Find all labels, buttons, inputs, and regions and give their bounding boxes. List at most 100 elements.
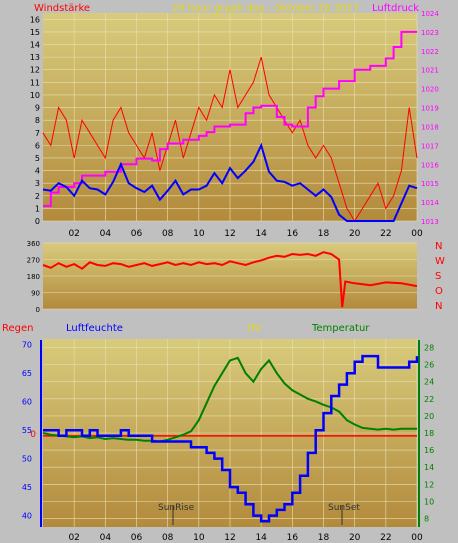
wind-tick-label: 5 xyxy=(35,154,40,163)
pressure-tick-label: 1014 xyxy=(421,199,439,207)
humidity-x-tick-label: 12 xyxy=(224,533,235,543)
temperature-tick-label: 12 xyxy=(424,480,434,489)
sunset-label: SunSet xyxy=(328,503,360,513)
pressure-tick-label: 1015 xyxy=(421,180,439,188)
humidity-tick-label: 40 xyxy=(22,512,32,521)
compass-label-o: O xyxy=(435,286,443,297)
graph-title: 24 hour graph day : Oktober 20 2017 xyxy=(172,3,359,14)
compass-label-n: N xyxy=(435,301,442,312)
humidity-x-tick-label: 06 xyxy=(131,533,143,543)
wind-direction-y-axis: 0 90 180 270 360 xyxy=(27,240,40,314)
rain-baseline-label: 0 xyxy=(30,430,36,440)
wind-pressure-gridlines xyxy=(43,13,418,222)
humidity-x-tick-label: 00 xyxy=(411,533,423,543)
temperature-label: Temperatur xyxy=(311,323,370,334)
pressure-tick-label: 1017 xyxy=(421,142,439,150)
temperature-tick-label: 18 xyxy=(424,429,434,438)
wind-x-tick-label: 10 xyxy=(193,229,205,239)
humidity-y-axis: 40 45 50 55 60 65 70 xyxy=(22,341,32,521)
humidity-x-tick-label: 14 xyxy=(255,533,267,543)
temperature-tick-label: 20 xyxy=(424,412,434,421)
wind-tick-label: 2 xyxy=(35,192,40,201)
temperature-tick-label: 22 xyxy=(424,395,434,404)
wind-x-tick-label: 00 xyxy=(411,229,423,239)
wind-x-tick-label: 14 xyxy=(255,229,267,239)
pressure-series xyxy=(43,30,417,207)
humidity-x-tick-label: 02 xyxy=(68,533,79,543)
wind-tick-label: 9 xyxy=(35,104,40,113)
wind-tick-label: 12 xyxy=(30,66,40,75)
wind-x-tick-label: 02 xyxy=(68,229,79,239)
wind-tick-label: 16 xyxy=(30,15,40,24)
humidity-x-tick-label: 10 xyxy=(193,533,205,543)
direction-tick-label: 180 xyxy=(27,273,40,281)
pressure-y-axis: 1013 1014 1015 1016 1017 1018 1019 1020 1021 1022… xyxy=(421,10,439,226)
pressure-tick-label: 1021 xyxy=(421,67,439,75)
temperature-tick-label: 24 xyxy=(424,378,434,387)
wind-average-series xyxy=(42,142,418,222)
humidity-x-tick-label: 04 xyxy=(100,533,112,543)
humidity-tick-label: 45 xyxy=(22,483,32,492)
wind-x-axis: 02 04 06 08 10 12 14 16 18 20 22 00 xyxy=(68,229,423,239)
humidity-tick-label: 60 xyxy=(22,398,32,407)
humidity-label: Luftfeuchte xyxy=(66,323,123,334)
wind-tick-label: 15 xyxy=(30,28,40,37)
pressure-tick-label: 1018 xyxy=(421,123,439,131)
temperature-y-axis: 8 10 12 14 16 18 20 22 24 26 28 xyxy=(424,344,434,524)
direction-tick-label: 270 xyxy=(27,257,40,265)
wind-x-tick-label: 20 xyxy=(349,229,361,239)
pressure-axis-title: Luftdruck xyxy=(372,3,419,14)
temperature-tick-label: 16 xyxy=(424,446,434,455)
wind-tick-label: 1 xyxy=(35,204,40,213)
compass-label-n: N xyxy=(435,241,442,252)
pressure-tick-label: 1024 xyxy=(421,10,439,18)
wind-x-tick-label: 12 xyxy=(224,229,235,239)
wind-tick-label: 14 xyxy=(30,41,40,50)
wind-x-tick-label: 04 xyxy=(100,229,112,239)
wind-axis-title: Windstärke xyxy=(34,3,90,14)
temperature-tick-label: 14 xyxy=(424,463,434,472)
humidity-tick-label: 65 xyxy=(22,369,32,378)
pressure-tick-label: 1013 xyxy=(421,218,439,226)
wind-x-tick-label: 22 xyxy=(380,229,391,239)
humidity-x-axis: 02 04 06 08 10 12 14 16 18 20 22 00 xyxy=(68,533,423,543)
wind-x-tick-label: 16 xyxy=(287,229,299,239)
humidity-x-tick-label: 08 xyxy=(162,533,174,543)
temperature-tick-label: 28 xyxy=(424,344,434,353)
wind-x-tick-label: 06 xyxy=(131,229,143,239)
wind-tick-label: 7 xyxy=(35,129,40,138)
humidity-x-tick-label: 16 xyxy=(287,533,299,543)
pressure-tick-label: 1023 xyxy=(421,29,439,37)
wind-x-tick-label: 18 xyxy=(318,229,330,239)
temperature-tick-label: 10 xyxy=(424,497,434,506)
direction-tick-label: 0 xyxy=(36,306,40,314)
wind-direction-series xyxy=(42,251,418,308)
compass-label-s: S xyxy=(435,271,441,282)
compass-label-w: W xyxy=(435,256,445,267)
wind-tick-label: 3 xyxy=(35,179,40,188)
humidity-tick-label: 70 xyxy=(22,341,32,350)
sunrise-label: SunRise xyxy=(158,503,195,513)
pressure-tick-label: 1020 xyxy=(421,86,439,94)
temperature-tick-label: 26 xyxy=(424,361,434,370)
wind-x-tick-label: 08 xyxy=(162,229,174,239)
direction-tick-label: 360 xyxy=(27,240,40,248)
humidity-x-tick-label: 20 xyxy=(349,533,361,543)
humidity-x-tick-label: 18 xyxy=(318,533,330,543)
humidity-tick-label: 55 xyxy=(22,426,32,435)
pressure-tick-label: 1016 xyxy=(421,161,439,169)
humidity-x-tick-label: 22 xyxy=(380,533,391,543)
temperature-series xyxy=(42,356,417,443)
pressure-tick-label: 1019 xyxy=(421,105,439,113)
wind-tick-label: 10 xyxy=(30,91,40,100)
wind-tick-label: 8 xyxy=(35,116,40,125)
wind-direction-gridlines xyxy=(43,242,417,310)
wind-tick-label: 6 xyxy=(35,141,40,150)
humidity-tick-label: 50 xyxy=(22,455,32,464)
wind-tick-label: 4 xyxy=(35,167,40,176)
direction-tick-label: 90 xyxy=(31,290,40,298)
humidity-series xyxy=(43,354,419,523)
uv-label: UV xyxy=(247,323,261,334)
